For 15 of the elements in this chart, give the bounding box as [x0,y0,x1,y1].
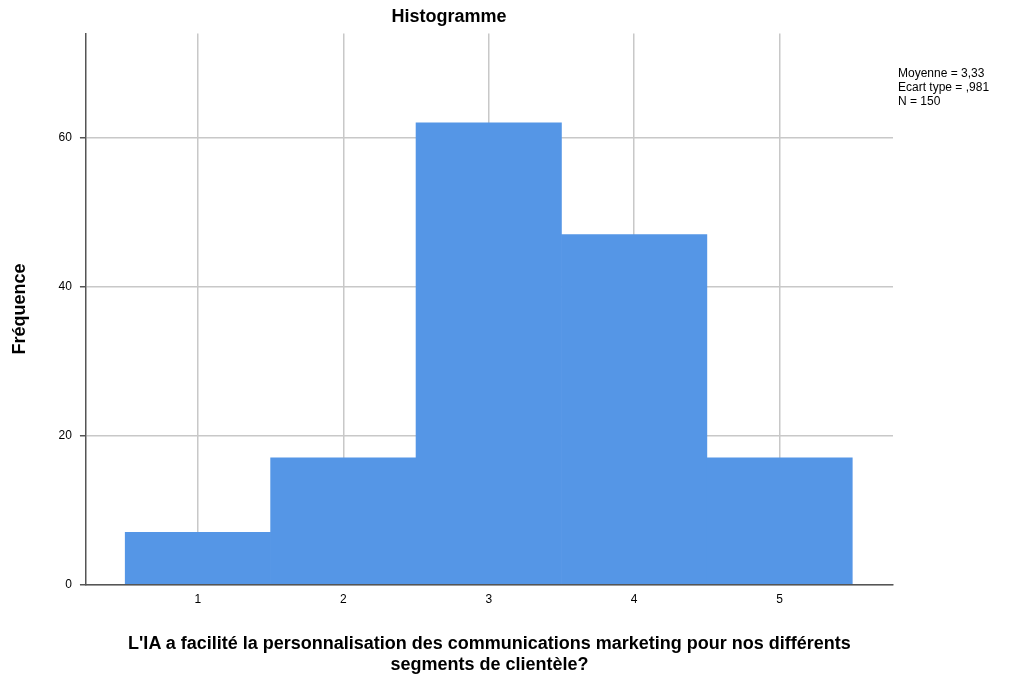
x-tick-label: 5 [776,591,784,606]
x-tick-label: 2 [339,591,347,606]
chart-title: Histogramme [391,5,507,26]
x-tick-label: 3 [485,591,493,606]
y-tick-label: 40 [58,278,73,293]
y-tick-label: 0 [65,576,73,591]
text: N = 150 [898,94,942,108]
x-tick-label: 4 [630,591,638,606]
text: Ecart type = ,981 [898,80,990,94]
text: Moyenne = 3,33 [898,66,986,80]
x-axis-title: L'IA a facilité la personnalisation des communications marketing pour nos différents segments de clientèle? [128,632,851,675]
y-tick-label: 60 [58,130,73,145]
x-tick-label: 1 [194,591,202,606]
y-axis-title: Fréquence [8,263,29,355]
y-tick-label: 20 [58,427,73,442]
